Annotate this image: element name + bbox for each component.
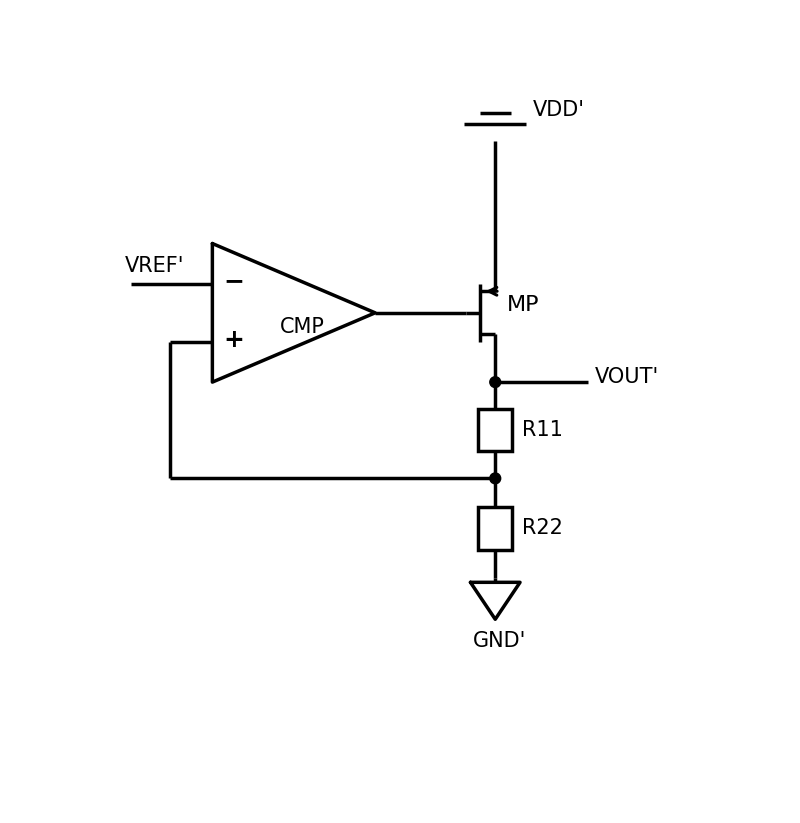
Text: VOUT': VOUT' — [594, 367, 658, 387]
Bar — [478, 409, 512, 452]
Circle shape — [490, 473, 501, 484]
Text: VREF': VREF' — [125, 256, 184, 276]
Text: MP: MP — [507, 295, 539, 315]
Text: R11: R11 — [522, 421, 562, 440]
Text: −: − — [223, 269, 245, 293]
Text: GND': GND' — [474, 631, 526, 651]
Text: VDD': VDD' — [533, 100, 585, 120]
Circle shape — [490, 377, 501, 388]
Text: R22: R22 — [522, 518, 562, 538]
Bar — [478, 507, 512, 550]
Text: CMP: CMP — [279, 317, 324, 337]
Text: +: + — [224, 328, 245, 351]
